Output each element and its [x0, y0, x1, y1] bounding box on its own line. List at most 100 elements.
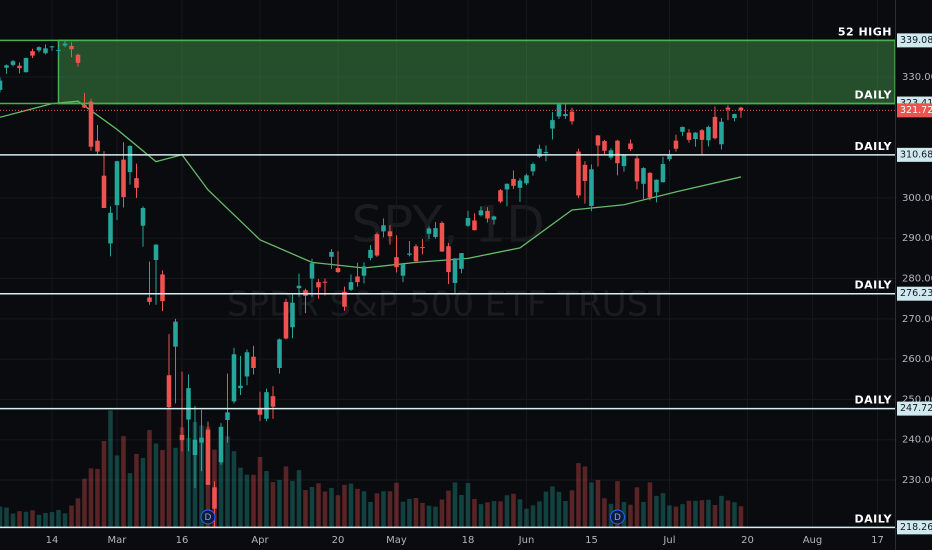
level-price-label: 339.08	[900, 35, 932, 46]
y-tick-label: 240.00	[902, 435, 932, 446]
candle-body	[686, 132, 692, 140]
volume-bar	[387, 491, 393, 528]
candle-body	[504, 183, 510, 190]
volume-bar	[400, 501, 406, 528]
volume-bar	[361, 491, 367, 528]
candle-body	[407, 253, 412, 255]
volume-bar	[95, 468, 100, 528]
candle-body	[517, 180, 523, 188]
last-price-box	[897, 103, 932, 118]
candle-body	[543, 151, 549, 154]
volume-bar	[660, 493, 666, 528]
candle-body	[244, 352, 250, 377]
watermark-subtitle: SPDR S&P 500 ETF TRUST	[227, 285, 669, 325]
candle-body	[348, 282, 354, 290]
volume-bar	[446, 490, 451, 528]
candle-body	[569, 111, 575, 122]
x-tick-label: 14	[46, 535, 59, 546]
volume-bar	[173, 447, 178, 528]
x-tick-label: Jul	[662, 535, 675, 546]
x-tick-label: 20	[332, 535, 345, 546]
candle-body	[218, 426, 224, 463]
volume-bar	[686, 500, 692, 528]
last-price-label: 321.72	[900, 105, 932, 116]
volume-bar	[335, 495, 341, 528]
candle-body	[420, 247, 425, 249]
volume-bar	[179, 427, 185, 528]
candle-body	[491, 216, 497, 220]
level-price-box	[897, 520, 932, 535]
level-price-box	[897, 33, 932, 48]
y-tick-label: 230.00	[902, 475, 932, 486]
candle-body	[205, 429, 211, 485]
candle-body	[634, 158, 640, 182]
volume-bar	[719, 495, 724, 528]
volume-bar	[530, 505, 536, 528]
volume-bar	[101, 441, 107, 528]
candle-body	[381, 225, 386, 232]
candle-body	[43, 48, 48, 54]
volume-bar	[296, 470, 302, 528]
candle-body	[654, 179, 659, 193]
candle-body	[127, 145, 133, 173]
zone	[57, 39, 895, 105]
volume-bar	[322, 491, 328, 528]
level-price-box	[897, 286, 932, 301]
volume-bar	[680, 504, 685, 528]
candle-body	[680, 126, 685, 132]
volume-bar	[667, 505, 672, 528]
candle-body	[186, 388, 191, 420]
candle-body	[524, 175, 529, 184]
candle-body	[160, 274, 165, 302]
candle-body	[582, 164, 588, 181]
volume-bar	[498, 501, 503, 528]
volume-bar	[88, 468, 94, 528]
volume-bar	[69, 505, 74, 528]
candle-body	[472, 220, 477, 231]
candle-body	[199, 437, 204, 443]
volume-bar	[517, 499, 523, 528]
x-tick-label: 20	[741, 535, 754, 546]
volume-bar	[374, 493, 380, 528]
volume-bar	[127, 473, 133, 528]
candle-body	[231, 354, 237, 402]
candle-body	[88, 101, 94, 147]
volume-bar	[134, 453, 139, 528]
x-tick-label: May	[386, 535, 407, 546]
level-price-label: 247.72	[900, 403, 932, 414]
volume-bar	[140, 457, 146, 528]
candle-body	[17, 65, 22, 69]
volume-bar	[290, 480, 295, 528]
volume-bar	[231, 451, 237, 528]
volume-bar	[732, 502, 737, 528]
volume-bar	[114, 455, 120, 528]
x-tick-label: Aug	[803, 535, 823, 546]
volume-bar	[283, 466, 289, 528]
volume-bar	[569, 490, 575, 528]
volume-bar	[693, 500, 698, 528]
candle-body	[4, 65, 9, 68]
volume-bar	[303, 490, 308, 528]
volume-bar	[556, 491, 562, 528]
candle-body	[316, 282, 321, 288]
volume-bar	[699, 500, 705, 528]
candle-body	[23, 58, 29, 73]
volume-bar	[218, 457, 224, 528]
volume-bar	[355, 488, 360, 528]
candle-body	[563, 114, 568, 117]
volume-bar	[199, 425, 204, 528]
volume-bar	[654, 495, 659, 528]
candle-body	[725, 107, 731, 110]
volume-bar	[465, 483, 471, 528]
candle-body	[413, 246, 419, 262]
volume-bar	[647, 482, 653, 528]
candle-body	[95, 140, 100, 152]
event-marker	[609, 509, 625, 525]
x-tick-label: 17	[871, 535, 884, 546]
candle-body	[134, 178, 139, 188]
candle-body	[173, 321, 178, 347]
candle-body	[192, 439, 198, 456]
